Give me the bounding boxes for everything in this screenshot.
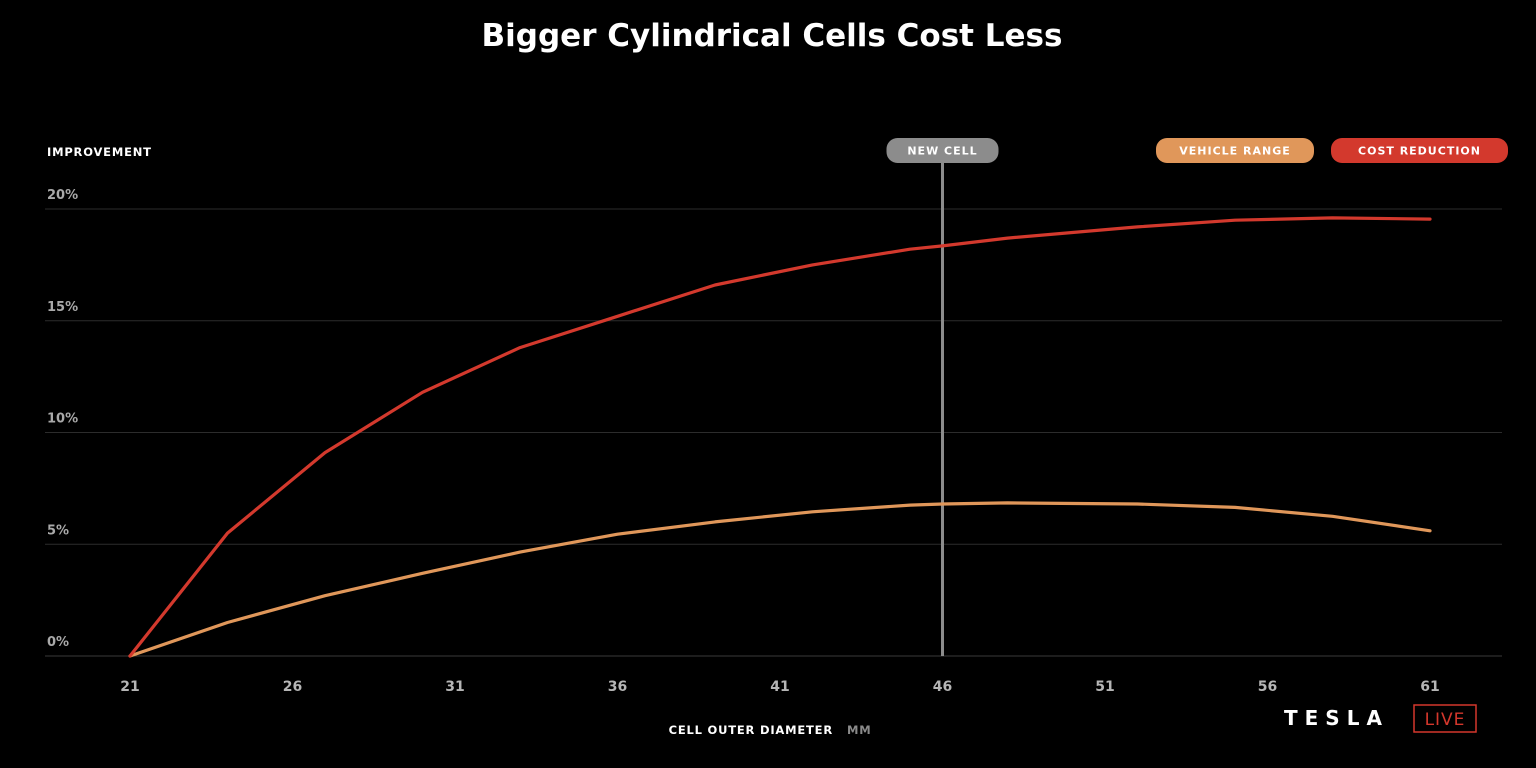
y-axis-label: IMPROVEMENT <box>47 145 152 159</box>
x-tick-label: 56 <box>1258 679 1277 695</box>
new-cell-pill <box>886 138 999 163</box>
x-tick-label: 46 <box>933 679 952 695</box>
chart-title: Bigger Cylindrical Cells Cost Less <box>482 18 1063 54</box>
y-tick-label: 0% <box>47 635 69 650</box>
legend: VEHICLE RANGE COST REDUCTION <box>1156 138 1508 163</box>
x-tick-label: 41 <box>770 679 789 695</box>
series-line-cost-reduction <box>128 216 1432 658</box>
legend-pill-cost-reduction <box>1331 138 1508 163</box>
y-tick-label: 5% <box>47 523 69 538</box>
legend-pill-vehicle-range <box>1156 138 1314 163</box>
x-tick-label: 26 <box>283 679 302 695</box>
x-tick-label: 51 <box>1095 679 1114 695</box>
series-line-vehicle-range <box>128 501 1432 658</box>
gridlines <box>45 208 1502 657</box>
x-axis-unit: MM <box>847 723 872 737</box>
live-badge-text: LIVE <box>1425 710 1466 730</box>
x-tick-label: 21 <box>120 679 139 695</box>
new-cell-marker: NEW CELL <box>886 138 999 656</box>
legend-label: VEHICLE RANGE <box>1179 145 1290 158</box>
y-tick-labels: 0% 5% 10% 15% 20% <box>47 188 78 650</box>
x-tick-labels: 21 26 31 36 41 46 51 56 61 <box>120 679 1439 695</box>
series-lines <box>128 216 1432 658</box>
new-cell-label: NEW CELL <box>907 145 977 158</box>
x-axis-label: CELL OUTER DIAMETER <box>669 723 833 737</box>
x-tick-label: 36 <box>608 679 627 695</box>
legend-label: COST REDUCTION <box>1358 145 1481 158</box>
y-tick-label: 15% <box>47 300 78 315</box>
brand-name: TESLA <box>1284 706 1389 730</box>
x-tick-label: 31 <box>445 679 464 695</box>
tesla-live-logo: TESLA LIVE <box>1284 704 1477 733</box>
x-tick-label: 61 <box>1420 679 1439 695</box>
y-tick-label: 20% <box>47 188 78 203</box>
y-tick-label: 10% <box>47 412 78 427</box>
live-badge-frame <box>1413 704 1477 733</box>
